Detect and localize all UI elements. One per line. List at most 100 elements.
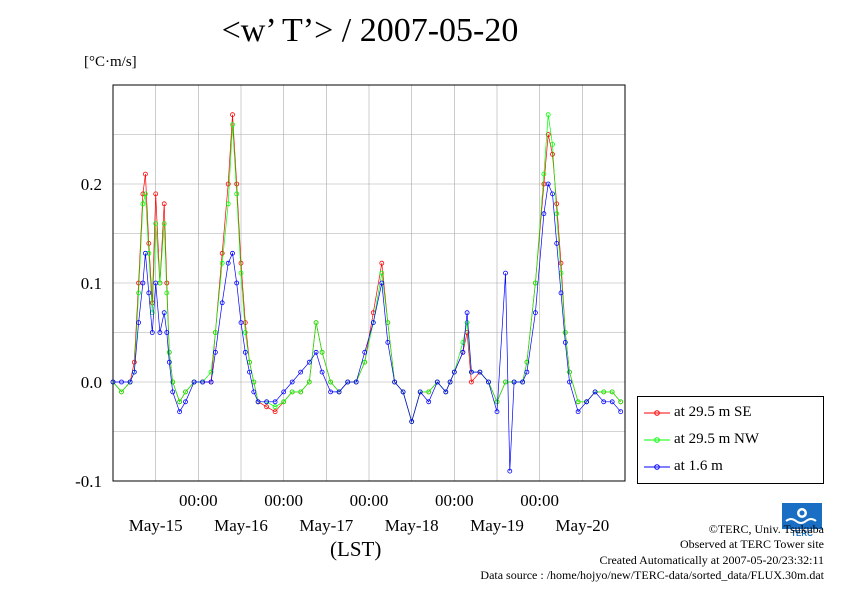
credits: ©TERC, Univ. Tsukuba Observed at TERC To… <box>480 522 824 583</box>
data-point <box>153 221 159 227</box>
x-day-label: May-17 <box>299 516 353 535</box>
data-point <box>191 379 197 385</box>
series-3 <box>110 181 624 474</box>
legend-label-1-6m: at 1.6 m <box>674 458 723 474</box>
data-point <box>426 399 432 405</box>
data-point <box>166 359 172 365</box>
data-point <box>379 280 385 286</box>
data-point <box>183 389 188 395</box>
data-point <box>313 320 319 326</box>
y-tick-label: -0.1 <box>75 472 102 491</box>
data-point <box>468 379 474 385</box>
data-point <box>409 419 415 425</box>
data-point <box>507 468 513 474</box>
logo-text: TERC <box>791 529 813 537</box>
data-point <box>170 389 176 395</box>
data-point <box>609 389 615 395</box>
data-point <box>541 171 547 177</box>
plot-border <box>112 84 626 482</box>
data-point <box>170 379 176 385</box>
terc-logo: TERC <box>782 503 822 537</box>
x-day-label: May-18 <box>385 516 439 535</box>
data-point <box>177 399 183 405</box>
credit-source: Data source : /home/hojyo/new/TERC-data/… <box>480 567 824 582</box>
legend-marker-se <box>644 410 670 416</box>
data-point <box>177 409 183 415</box>
data-point <box>567 369 572 375</box>
x-tick-label: 00:00 <box>350 491 389 510</box>
data-point <box>272 404 278 410</box>
data-point <box>370 320 376 326</box>
data-point <box>618 409 624 415</box>
data-point <box>567 379 572 385</box>
data-point <box>264 404 270 410</box>
data-point <box>319 369 325 375</box>
data-point <box>306 379 312 385</box>
y-unit-label: [°C·m/s] <box>84 54 137 70</box>
y-tick-label: 0.1 <box>81 274 102 293</box>
data-point <box>400 389 406 395</box>
credit-copyright: ©TERC, Univ. Tsukuba <box>708 522 824 536</box>
data-point <box>520 379 525 385</box>
data-point <box>238 270 244 276</box>
data-point <box>392 379 398 385</box>
legend-marker-1-6m <box>644 464 670 470</box>
data-point <box>238 320 244 326</box>
data-point <box>443 389 449 395</box>
data-point <box>281 399 287 405</box>
data-point <box>225 201 231 207</box>
data-point <box>336 389 342 395</box>
data-point <box>146 250 152 256</box>
data-point <box>149 330 155 335</box>
data-point <box>434 379 440 385</box>
series-line <box>113 182 621 472</box>
data-point <box>153 280 159 286</box>
data-point <box>142 250 148 256</box>
data-point <box>385 339 391 345</box>
data-point <box>417 389 423 395</box>
x-tick-label: 00:00 <box>520 491 559 510</box>
data-point <box>183 399 188 405</box>
data-point <box>298 389 304 395</box>
y-tick-label: 0.0 <box>81 373 102 392</box>
data-point <box>618 399 624 405</box>
legend: at 29.5 m SE at 29.5 m NW at 1.6 m <box>637 396 824 484</box>
data-point <box>242 330 248 335</box>
data-point <box>379 260 385 266</box>
data-point <box>460 339 466 345</box>
data-point <box>554 211 560 217</box>
data-point <box>289 379 295 385</box>
data-point <box>503 270 508 276</box>
data-point <box>238 260 244 266</box>
data-point <box>146 290 152 296</box>
data-point <box>272 399 278 405</box>
data-point <box>212 330 218 335</box>
data-point <box>345 379 351 385</box>
data-point <box>601 389 607 395</box>
data-point <box>230 122 235 127</box>
data-point <box>306 359 312 365</box>
data-point <box>131 359 137 365</box>
series-layer <box>110 112 624 474</box>
data-point <box>208 369 214 375</box>
data-point <box>289 389 295 395</box>
data-point <box>468 369 474 375</box>
data-point <box>584 399 589 405</box>
data-point <box>161 221 167 227</box>
data-point <box>200 379 206 385</box>
data-point <box>219 260 225 266</box>
data-point <box>234 191 240 197</box>
x-day-label: May-15 <box>129 516 183 535</box>
plot-frame <box>112 84 626 482</box>
data-point <box>550 141 555 147</box>
data-point <box>219 250 225 256</box>
x-ticks: 00:00 00:00 00:00 00:00 00:00 May-15 May-16 May… <box>129 491 609 535</box>
data-point <box>219 300 225 306</box>
chart-title: <w’ T’> / 2007-05-20 <box>221 12 519 49</box>
data-point <box>460 349 466 355</box>
data-point <box>153 191 159 197</box>
legend-marker-nw <box>644 437 670 443</box>
grid <box>113 84 625 482</box>
data-point <box>503 379 508 385</box>
